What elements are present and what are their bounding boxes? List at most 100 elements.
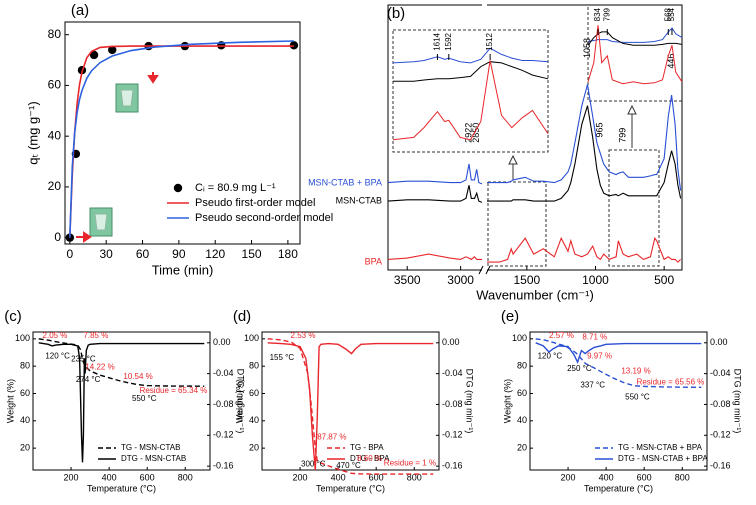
y-axis-label: Weight (%) — [5, 379, 15, 423]
peak-label: 554 — [667, 7, 676, 21]
y2-axis-label: DTG (mg min⁻¹) — [733, 369, 743, 434]
x-tick-label: 200 — [64, 472, 79, 482]
legend-symbol — [173, 183, 183, 193]
legend-label: TG - MSN-CTAB — [121, 443, 180, 452]
inset-spectrum-line — [392, 47, 549, 64]
y-tick-label: 80 — [249, 361, 259, 371]
plot-frame — [32, 331, 211, 471]
annotation: 2.57 % — [549, 331, 574, 340]
y2-tick-label: -0.04 — [213, 368, 234, 378]
plot-frame — [529, 331, 708, 471]
x-tick-label: 180 — [278, 247, 298, 261]
y-axis-label: Weight (%) — [502, 379, 512, 423]
y-tick-label: 100 — [15, 333, 30, 343]
annotation: 120 °C — [538, 352, 563, 361]
beaker-icon — [115, 83, 139, 113]
spectrum-line — [387, 236, 681, 263]
axis-break — [478, 265, 491, 275]
x-tick-label: 3000 — [447, 273, 474, 287]
x-tick-label: 200 — [561, 472, 576, 482]
tg-line — [38, 338, 205, 387]
annotation: 550 °C — [132, 394, 157, 403]
x-tick-label: 600 — [140, 472, 155, 482]
x-tick-label: 600 — [369, 472, 384, 482]
y-tick-label: 60 — [48, 78, 62, 92]
spectrum-line — [387, 105, 682, 203]
x-axis-label: Temperature (°C) — [87, 483, 156, 493]
panel-label: (b) — [387, 5, 405, 22]
y2-axis-label: DTG (mg min⁻¹) — [236, 369, 246, 434]
y2-tick-label: -0.12 — [442, 430, 463, 440]
peak-label: 2922 — [463, 123, 473, 143]
annotation: 300 °C — [301, 460, 326, 469]
x-tick-label: 1000 — [582, 273, 609, 287]
y2-tick-label: -0.04 — [710, 368, 731, 378]
dtg-line — [535, 342, 702, 364]
y-tick-label: 100 — [244, 333, 259, 343]
y-axis-label: Weight (%) — [234, 379, 244, 423]
annotation: 120 °C — [45, 352, 70, 361]
y-tick-label: 80 — [48, 27, 62, 41]
y2-tick-label: -0.16 — [213, 461, 234, 471]
annotation: 155 °C — [270, 353, 295, 362]
annotation: Residue = 1 % — [384, 458, 436, 467]
x-axis-label: Time (min) — [152, 262, 214, 277]
dtg-line — [267, 342, 434, 471]
annotation: 87.87 % — [317, 432, 346, 441]
x-tick-label: 120 — [205, 247, 225, 261]
x-tick-label: 90 — [172, 247, 186, 261]
spectrum-line — [387, 84, 682, 191]
y2-tick-label: -0.04 — [442, 368, 463, 378]
y-tick-label: 80 — [517, 361, 527, 371]
data-point — [89, 50, 99, 60]
x-tick-label: 500 — [654, 273, 674, 287]
peak-label: 2850 — [471, 123, 481, 143]
peak-label: 1058 — [582, 38, 592, 58]
y-tick-label: 60 — [249, 388, 259, 398]
annotation: 250 °C — [567, 364, 592, 373]
x-tick-label: 400 — [102, 472, 117, 482]
peak-label: 799 — [602, 7, 611, 21]
x-tick-label: 0 — [67, 247, 74, 261]
legend-label: TG - MSN-CTAB + BPA — [618, 443, 703, 452]
x-tick-label: 400 — [599, 472, 614, 482]
peak-label: 799 — [617, 128, 627, 143]
y2-tick-label: -0.12 — [710, 430, 731, 440]
annotation: 9.97 % — [587, 352, 612, 361]
y-tick-label: 100 — [512, 333, 527, 343]
y-tick-label: 40 — [20, 415, 30, 425]
y-tick-label: 40 — [48, 128, 62, 142]
annotation: 337 °C — [580, 380, 605, 389]
annotation: 274 °C — [76, 375, 101, 384]
y2-axis-label: DTG (mg min⁻¹) — [465, 369, 475, 434]
legend-label: DTG - MSN-CTAB + BPA — [618, 454, 708, 463]
plot-frame — [64, 21, 301, 245]
inset-spectrum-line — [587, 25, 683, 85]
x-tick-label: 30 — [100, 247, 114, 261]
inset-spectrum-line — [393, 61, 549, 82]
data-point — [108, 45, 117, 55]
y-tick-label: 0 — [54, 230, 61, 244]
y2-tick-label: 0.00 — [213, 337, 231, 347]
peak-label: 834 — [593, 7, 602, 21]
y-tick-label: 40 — [249, 415, 259, 425]
peak-label: 1512 — [485, 32, 494, 50]
y2-tick-label: -0.08 — [442, 399, 463, 409]
annotation: 7.85 % — [83, 331, 108, 340]
legend-label: DTG - BPA — [350, 454, 390, 463]
y-tick-label: 20 — [20, 443, 30, 453]
annotation: 2.53 % — [291, 331, 316, 340]
y2-tick-label: 0.00 — [442, 337, 460, 347]
panel-label: (c) — [4, 308, 22, 325]
legend-label: TG - BPA — [350, 443, 384, 452]
annotation: Residue = 65.56 % — [637, 378, 705, 387]
legend-label: DTG - MSN-CTAB — [121, 454, 186, 463]
legend-label: Pseudo first-order model — [195, 197, 315, 209]
y-tick-label: 40 — [517, 415, 527, 425]
x-axis-label: Wavenumber (cm⁻¹) — [476, 287, 594, 302]
y-tick-label: 20 — [249, 443, 259, 453]
y2-tick-label: -0.12 — [213, 430, 234, 440]
fit-line — [69, 40, 294, 238]
x-tick-label: 800 — [178, 472, 193, 482]
